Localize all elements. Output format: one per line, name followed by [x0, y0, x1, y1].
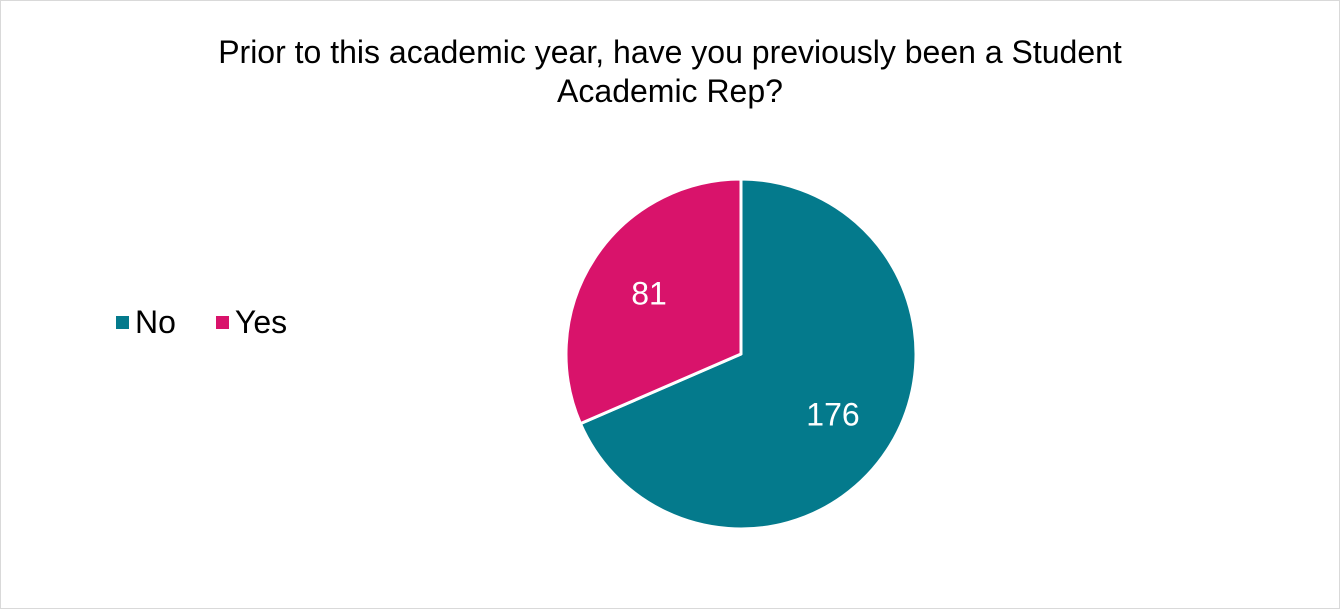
- chart-title-line-2: Academic Rep?: [557, 73, 783, 109]
- legend-label-yes: Yes: [234, 303, 288, 340]
- legend-item-no[interactable]: No: [116, 304, 176, 341]
- chart-title-line-1: Prior to this academic year, have you pr…: [218, 34, 1122, 70]
- pie-data-labels: 176 81: [631, 276, 859, 433]
- legend-item-yes[interactable]: Yes: [215, 303, 288, 341]
- data-label-no: 176: [806, 396, 859, 432]
- legend-label-no: No: [135, 303, 176, 340]
- chart-title: Prior to this academic year, have you pr…: [0, 33, 1340, 111]
- pie-slice-no[interactable]: [578, 177, 918, 531]
- pie-slice-yes[interactable]: [564, 177, 743, 426]
- legend: No Yes: [116, 302, 327, 342]
- data-label-yes: 81: [631, 276, 667, 312]
- pie-slices: [564, 177, 918, 531]
- legend-swatch-yes: [215, 315, 229, 329]
- legend-swatch-no: [116, 315, 129, 329]
